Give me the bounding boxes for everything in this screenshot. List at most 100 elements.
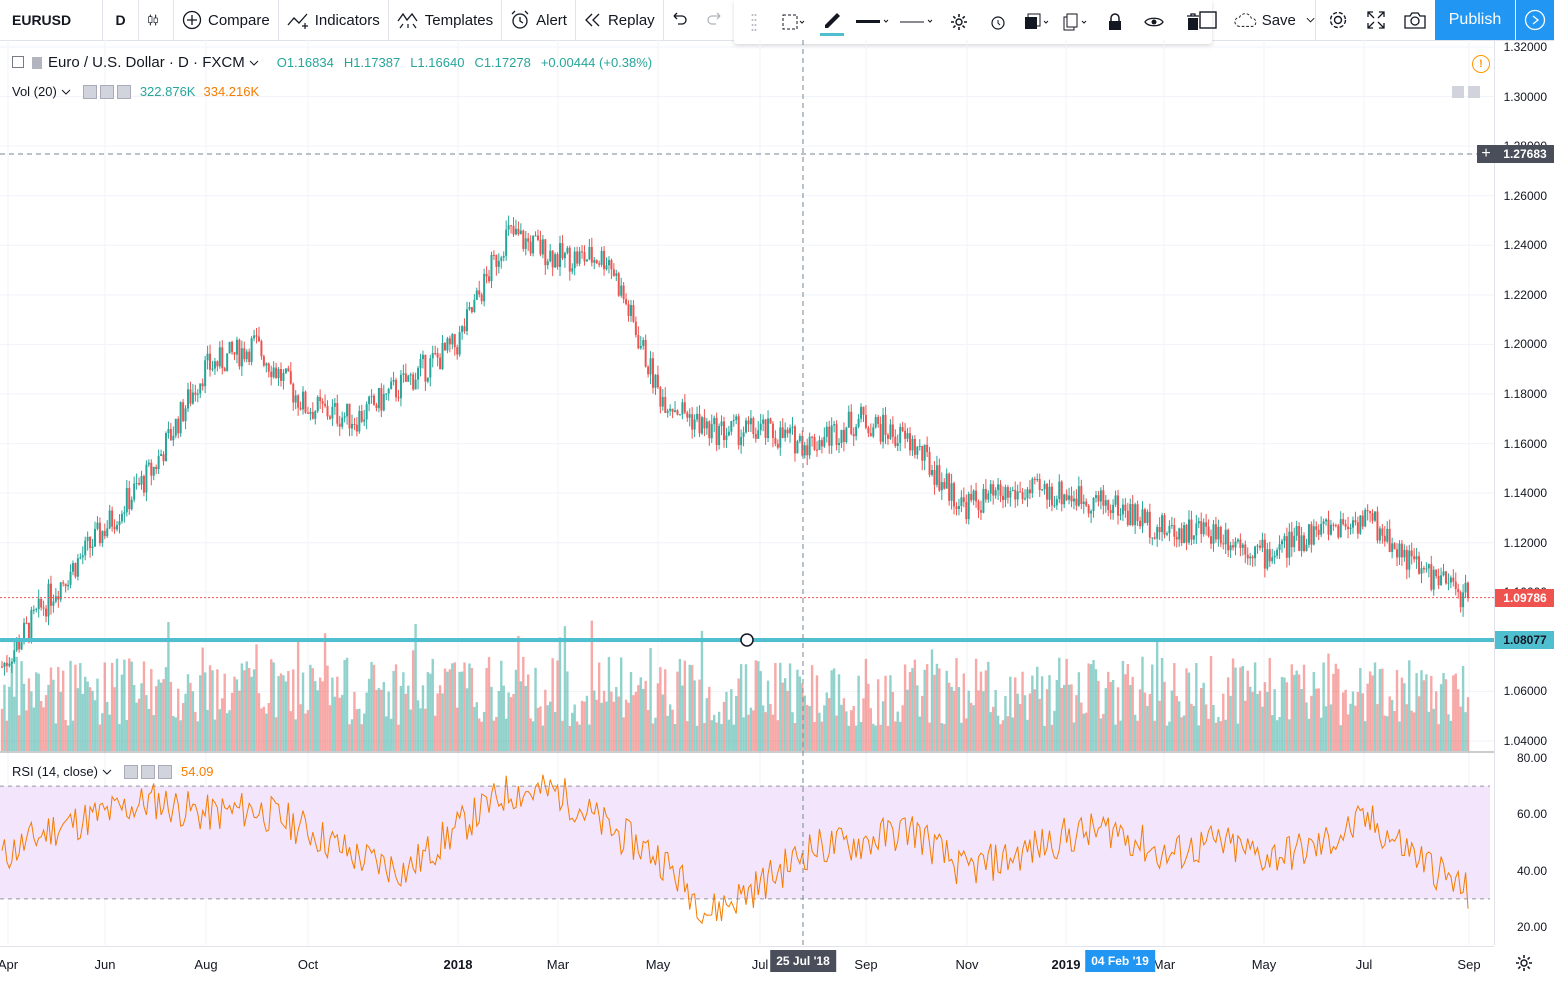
symbol-search-button[interactable]: EURUSD [0, 0, 103, 40]
save-button[interactable]: Save [1228, 0, 1316, 40]
candle-body [71, 563, 74, 572]
time-tick-label: Aug [194, 957, 218, 972]
volume-label[interactable]: Vol (20) [12, 84, 57, 99]
volume-bar [1459, 706, 1462, 751]
alert-on-drawing-button[interactable] [978, 2, 1017, 42]
volume-bar [524, 685, 527, 751]
candle-body [551, 250, 554, 268]
volume-bar [152, 715, 155, 751]
templates-button[interactable]: Templates [389, 0, 503, 40]
volume-bar [1366, 683, 1369, 751]
undo-button[interactable] [664, 0, 700, 40]
lock-button[interactable] [1095, 2, 1134, 42]
volume-bar [1190, 703, 1193, 751]
pane-collapse-buttons[interactable] [1452, 86, 1480, 98]
series-title[interactable]: Euro / U.S. Dollar · D · FXCM [48, 54, 245, 71]
settings-icon[interactable] [140, 764, 155, 779]
template-dropdown[interactable] [773, 2, 812, 42]
alert-button[interactable]: Alert [502, 0, 576, 40]
compare-button[interactable]: Compare [174, 0, 279, 40]
volume-bar [66, 725, 70, 751]
candle-body [517, 228, 520, 235]
pane-maximize-icon[interactable] [1468, 86, 1480, 98]
volume-bar [458, 671, 461, 751]
volume-bar [338, 697, 341, 751]
candle-body [458, 332, 461, 355]
volume-bar [1023, 695, 1027, 751]
volume-bar [1185, 668, 1188, 751]
close-icon[interactable] [157, 764, 172, 779]
play-circle-icon [1524, 9, 1546, 31]
candle-body [1173, 524, 1176, 537]
volume-bar [1097, 680, 1100, 751]
rsi-label[interactable]: RSI (14, close) [12, 764, 98, 779]
fullscreen-button[interactable] [1360, 0, 1392, 40]
line-width-button[interactable] [851, 2, 895, 42]
chevron-down-icon[interactable] [61, 88, 71, 96]
volume-bar [947, 682, 951, 751]
add-price-plus-icon[interactable]: + [1477, 144, 1495, 163]
candle-body [101, 530, 104, 544]
delete-button[interactable] [1173, 2, 1212, 42]
volume-bar [754, 660, 758, 751]
chevron-down-icon[interactable] [102, 768, 112, 776]
price-tick-label: 1.12000 [1503, 535, 1547, 550]
eye-toggle-icon[interactable] [82, 84, 97, 99]
replay-button[interactable]: Replay [576, 0, 664, 40]
price-axis[interactable]: 1.320001.300001.280001.260001.240001.220… [1477, 40, 1554, 945]
pane-down-icon[interactable] [1452, 86, 1464, 98]
candle-body [607, 260, 610, 266]
settings-icon[interactable] [99, 84, 114, 99]
publish-button[interactable]: Publish [1435, 0, 1515, 40]
compare-label: Compare [208, 11, 270, 29]
candle-body [1121, 504, 1124, 515]
hline-price-tag: 1.08077 [1495, 630, 1554, 649]
indicators-button[interactable]: Indicators [279, 0, 389, 40]
fullscreen-rect-button[interactable] [1192, 0, 1224, 40]
collapse-icon[interactable] [12, 55, 24, 68]
candle-body [789, 427, 792, 434]
volume-bar [1290, 664, 1293, 751]
drag-handle[interactable] [734, 2, 773, 42]
volume-bar [519, 681, 523, 751]
time-axis-settings-button[interactable] [1512, 951, 1536, 975]
candle-body [1124, 504, 1127, 511]
close-icon[interactable] [116, 84, 131, 99]
candle-body [179, 402, 182, 434]
candle-body [1087, 505, 1090, 514]
volume-bar [223, 673, 226, 751]
price-chart[interactable] [0, 40, 1494, 945]
redo-button[interactable] [700, 0, 736, 40]
candle-body [392, 379, 395, 382]
interval-button[interactable]: D [103, 0, 139, 40]
volume-bar [1129, 684, 1132, 751]
drawing-settings-button[interactable] [939, 2, 978, 42]
candle-body [456, 347, 459, 355]
time-axis[interactable]: Apr Jun Aug Oct 2018 Mar May Jul Sep Nov 2019 Mar Ma… [0, 946, 1494, 985]
snapshot-button[interactable] [1398, 0, 1432, 40]
chevron-down-icon[interactable] [249, 59, 259, 67]
candle-body [940, 482, 943, 491]
clone-button[interactable] [1056, 2, 1095, 42]
candle-body [825, 426, 828, 437]
volume-bar [1253, 662, 1257, 751]
chart-style-button[interactable] [139, 0, 174, 40]
candle-body [15, 639, 18, 651]
visibility-button[interactable] [1134, 2, 1173, 42]
volume-bar [676, 671, 679, 751]
line-color-button[interactable] [812, 2, 851, 42]
candle-body [891, 424, 894, 437]
chart-settings-button[interactable] [1322, 0, 1354, 40]
candle-body [297, 395, 300, 408]
drawing-handle[interactable] [740, 633, 754, 647]
warning-icon[interactable]: ! [1472, 55, 1490, 73]
volume-bar [1004, 696, 1007, 751]
volume-bar [1231, 658, 1235, 751]
volume-bar [358, 708, 361, 751]
bring-to-front-button[interactable] [1017, 2, 1056, 42]
publish-menu-button[interactable] [1516, 0, 1554, 40]
candle-body [492, 254, 495, 256]
line-style-button[interactable] [895, 2, 939, 42]
eye-toggle-icon[interactable] [123, 764, 138, 779]
candle-body [524, 238, 527, 249]
